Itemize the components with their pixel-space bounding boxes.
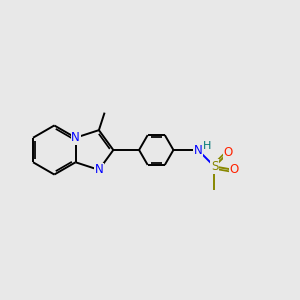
Text: O: O (229, 164, 239, 176)
Text: S: S (211, 160, 218, 173)
Text: H: H (203, 141, 212, 151)
Text: N: N (94, 164, 103, 176)
Text: N: N (194, 143, 202, 157)
Text: O: O (224, 146, 233, 159)
Text: N: N (71, 131, 80, 144)
